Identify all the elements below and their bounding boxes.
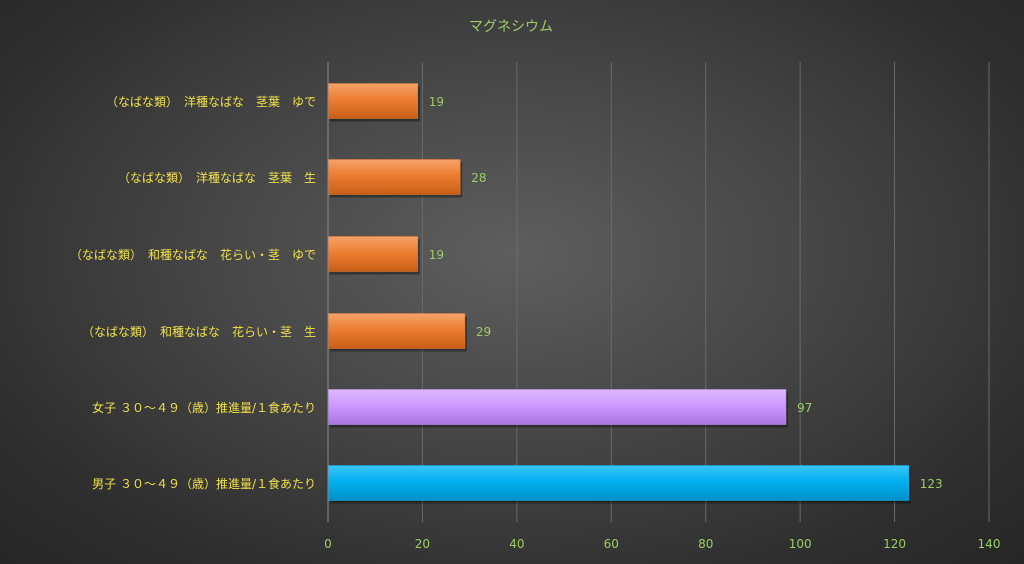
bar — [327, 159, 461, 195]
category-label: （なばな類） 洋種なばな 茎葉 生 — [118, 170, 316, 185]
x-tick-label: 60 — [604, 537, 619, 551]
bar — [327, 83, 418, 119]
x-tick-label: 40 — [509, 537, 524, 551]
x-tick-label: 120 — [883, 537, 906, 551]
data-label: 28 — [471, 171, 486, 185]
x-tick-label: 0 — [324, 537, 332, 551]
x-axis-ticks: 0 20 40 60 80 100 120 140 — [324, 537, 1000, 551]
bar — [327, 236, 418, 272]
bar — [327, 465, 909, 501]
data-label: 19 — [429, 248, 444, 262]
data-label: 123 — [920, 477, 943, 491]
data-label: 19 — [429, 95, 444, 109]
category-label: 女子 ３０～４９（歳）推進量/１食あたり — [92, 400, 316, 415]
x-tick-label: 20 — [415, 537, 430, 551]
x-tick-label: 80 — [698, 537, 713, 551]
category-label: （なばな類） 和種なばな 花らい・茎 ゆで — [70, 247, 316, 262]
chart-title: マグネシウム — [469, 19, 553, 35]
x-tick-label: 100 — [789, 537, 812, 551]
category-labels: 19 （なばな類） 洋種なばな 茎葉 ゆで 28 （なばな類） 洋種なばな 茎葉 生 1… — [70, 94, 943, 491]
bar — [327, 389, 787, 425]
x-tick-label: 140 — [978, 537, 1001, 551]
bars — [327, 83, 911, 504]
grid-lines — [421, 62, 990, 522]
category-label: （なばな類） 洋種なばな 茎葉 ゆで — [106, 94, 316, 109]
category-label: 男子 ３０～４９（歳）推進量/１食あたり — [92, 476, 316, 491]
category-label: （なばな類） 和種なばな 花らい・茎 生 — [82, 324, 316, 339]
bar — [327, 313, 466, 349]
data-label: 29 — [476, 325, 491, 339]
data-label: 97 — [797, 401, 812, 415]
